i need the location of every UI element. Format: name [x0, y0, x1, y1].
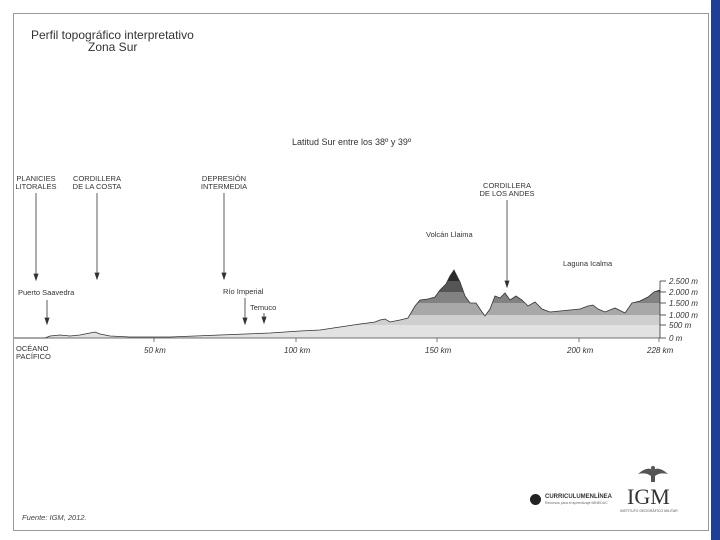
- x-label-50: 50 km: [144, 346, 166, 355]
- figure-frame: [13, 13, 709, 531]
- arrow-cordillera-andes-head: [504, 280, 510, 289]
- elevation-label-1500: 1.500 m: [669, 299, 698, 308]
- label-temuco: Temuco: [250, 303, 277, 312]
- label-oceano-pacifico: OCÉANO PACÍFICO: [16, 344, 51, 361]
- figure-title: Perfil topográfico interpretativo: [31, 28, 194, 42]
- source-note: Fuente: IGM, 2012.: [22, 513, 87, 522]
- label-depresion-intermedia: DEPRESIÓN INTERMEDIA: [200, 174, 248, 191]
- igm-condor-emblem: [638, 466, 668, 482]
- curriculum-name: CURRICULUMENLÍNEA: [545, 494, 612, 500]
- label-cordillera-costa: CORDILLERA DE LA COSTA: [72, 174, 122, 191]
- x-axis-ticks: [153, 338, 660, 342]
- x-label-228: 228 km: [647, 346, 674, 355]
- figure-subtitle: Zona Sur: [88, 40, 138, 54]
- elevation-label-2500: 2.500 m: [669, 277, 698, 286]
- label-laguna-icalma: Laguna Icalma: [563, 259, 613, 268]
- label-volcan-llaima: Volcán Llaima: [426, 230, 473, 239]
- arrow-puerto-saavedra-head: [44, 317, 50, 326]
- elevation-label-2000: 2.000 m: [669, 288, 698, 297]
- x-label-200: 200 km: [567, 346, 594, 355]
- elevation-label-500: 500 m: [669, 321, 692, 330]
- arrow-cordillera-costa-head: [94, 272, 100, 281]
- curriculum-circle-icon: [530, 494, 541, 505]
- igm-subtitle: INSTITUTO GEOGRÁFICO MILITAR: [620, 509, 678, 513]
- igm-name: IGM: [627, 484, 670, 509]
- arrow-depresion-head: [221, 272, 227, 281]
- band-1000-1500: [14, 303, 660, 315]
- x-label-100: 100 km: [284, 346, 311, 355]
- label-cordillera-andes: CORDILLERA DE LOS ANDES: [479, 181, 535, 198]
- elevation-label-1000: 1.000 m: [669, 311, 698, 320]
- arrow-rio-imperial-head: [242, 317, 248, 326]
- elevation-label-0: 0 m: [669, 334, 683, 343]
- band-1500-2000: [14, 292, 660, 303]
- label-puerto-saavedra: Puerto Saavedra: [18, 288, 75, 297]
- terrain-outline: [14, 269, 661, 339]
- igm-logo: IGM INSTITUTO GEOGRÁFICO MILITAR: [620, 462, 700, 522]
- band-500-1000: [14, 315, 660, 325]
- curriculum-logo: CURRICULUMENLÍNEA Recursos para el apren…: [530, 492, 612, 510]
- arrow-temuco-head: [261, 316, 267, 325]
- label-rio-imperial: Río Imperial: [223, 287, 264, 296]
- curriculum-subtitle: Recursos para el aprendizaje MINEDUC: [545, 501, 608, 505]
- latitude-label: Latitud Sur entre los 38º y 39º: [292, 137, 412, 147]
- band-2000-2500: [14, 281, 660, 292]
- x-label-150: 150 km: [425, 346, 452, 355]
- right-edge-bar: [711, 0, 720, 540]
- pointer-arrows: [33, 193, 510, 326]
- label-planicies-litorales: PLANICIES LITORALES: [15, 174, 57, 191]
- arrow-planicies-head: [33, 273, 39, 282]
